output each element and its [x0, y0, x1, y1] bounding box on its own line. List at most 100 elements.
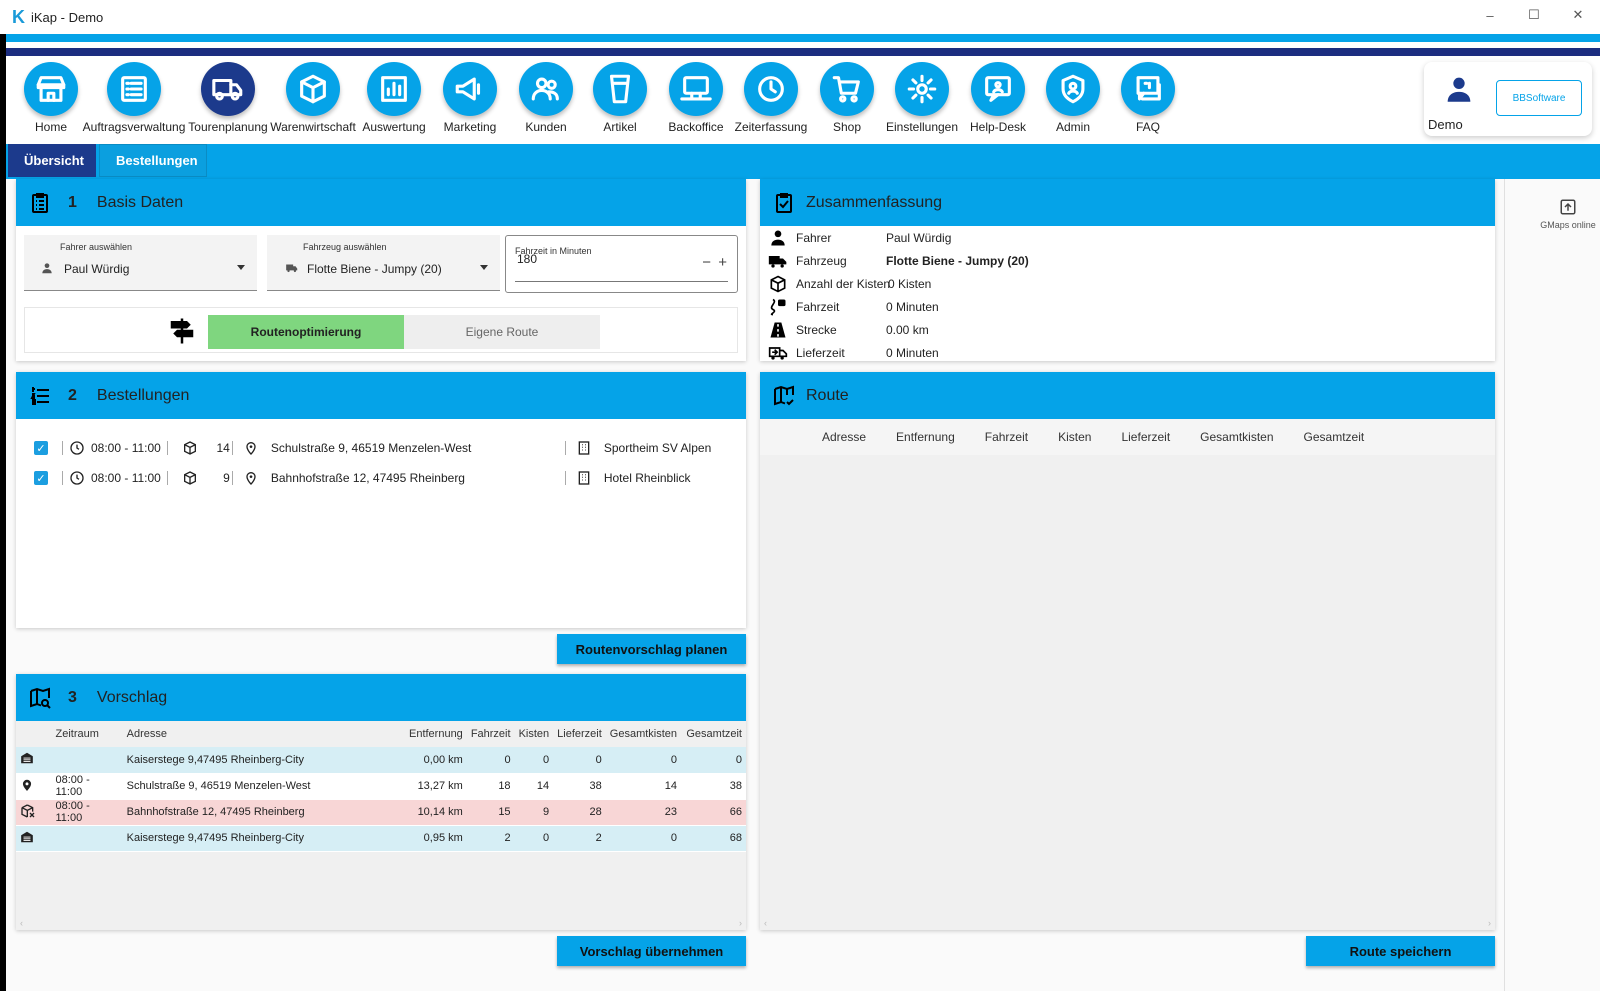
vehicle-select[interactable]: Fahrzeug auswählen Flotte Biene - Jumpy …: [267, 235, 500, 291]
eigene-route-button[interactable]: Eigene Route: [404, 315, 600, 349]
route-mode-toggle: Routenoptimierung Eigene Route: [24, 307, 738, 353]
toolbar-label: Einstellungen: [885, 120, 959, 134]
cell-entfernung: 0,95 km: [397, 825, 467, 852]
toolbar-home[interactable]: Home: [6, 62, 96, 134]
gmaps-label: GMaps online: [1540, 220, 1596, 230]
table-row[interactable]: Kaiserstege 9,47495 Rheinberg-City 0,95 …: [16, 825, 746, 852]
panel-title: Vorschlag: [96, 688, 168, 706]
cell-zeitraum: [51, 747, 123, 774]
minimize-button[interactable]: –: [1486, 7, 1494, 23]
table-header: Zeitraum Adresse Entfernung Fahrzeit Kis…: [16, 721, 746, 747]
route-icon: [770, 322, 786, 338]
col-zeitraum: Zeitraum: [55, 728, 99, 740]
col-gesamtzeit: Gesamtzeit: [686, 728, 742, 740]
cell-fahrzeit: 2: [466, 825, 515, 852]
panel-title: Bestellungen: [96, 386, 190, 404]
drive-time-input[interactable]: Fahrzeit in Minuten 180 − +: [505, 235, 738, 293]
summary-value: 0.00 km: [886, 323, 929, 337]
road-icon: [770, 298, 786, 316]
close-button[interactable]: ✕: [1572, 7, 1584, 22]
chevron-down-icon: [480, 265, 488, 270]
vorschlag-uebernehmen-button[interactable]: Vorschlag übernehmen: [557, 936, 746, 966]
divider: [564, 441, 566, 455]
pin-icon: [246, 472, 256, 485]
summary-row-fahrzeug: Fahrzeug Flotte Biene - Jumpy (20): [768, 250, 1029, 272]
order-row[interactable]: ✓ 08:00 - 11:00 9 Bahnhofstraße 12, 4749…: [34, 468, 734, 488]
col-gesamtkisten: Gesamtkisten: [609, 728, 678, 740]
toolbar-help-desk[interactable]: Help-Desk: [953, 62, 1043, 134]
routenoptimierung-button[interactable]: Routenoptimierung: [208, 315, 404, 349]
driver-select[interactable]: Fahrer auswählen Paul Würdig: [24, 235, 257, 291]
depot-icon: [16, 825, 52, 852]
cell-adresse: Kaiserstege 9,47495 Rheinberg-City: [122, 825, 398, 852]
box-x-icon: [16, 799, 52, 826]
col-lieferzeit: Lieferzeit: [557, 728, 602, 740]
col-gesamtzeit: Gesamtzeit: [1303, 430, 1365, 444]
user-name: Demo: [1428, 117, 1463, 132]
route-speichern-button[interactable]: Route speichern: [1306, 936, 1495, 966]
toolbar-zeiterfassung[interactable]: Zeiterfassung: [726, 62, 816, 134]
table-row[interactable]: Kaiserstege 9,47495 Rheinberg-City 0,00 …: [16, 747, 746, 774]
routenvorschlag-planen-button[interactable]: Routenvorschlag planen: [557, 634, 746, 664]
panel-number: 1: [68, 193, 77, 211]
cell-zeitraum: [51, 825, 123, 852]
depot-icon: [16, 747, 52, 774]
checkbox[interactable]: ✓: [34, 441, 48, 455]
toolbar-einstellungen[interactable]: Einstellungen: [877, 62, 967, 134]
cell-lieferzeit: 2: [553, 825, 606, 852]
toolbar-kunden[interactable]: Kunden: [501, 62, 591, 134]
panel-number: 2: [68, 386, 77, 404]
toolbar-auswertung[interactable]: Auswertung: [349, 62, 439, 134]
tab-uebersicht[interactable]: Übersicht: [8, 144, 96, 177]
checkbox[interactable]: ✓: [34, 471, 48, 485]
decrement-button[interactable]: −: [702, 254, 711, 271]
cell-lieferzeit: 38: [553, 773, 606, 800]
cell-gesamtkisten: 14: [605, 773, 682, 800]
main-toolbar: Home Auftragsverwaltung Tourenplanung Wa…: [6, 56, 1600, 144]
toolbar-shop[interactable]: Shop: [802, 62, 892, 134]
toolbar-label: Admin: [1055, 120, 1090, 134]
driver-select-label: Fahrer auswählen: [60, 242, 133, 252]
vehicle-select-label: Fahrzeug auswählen: [303, 242, 387, 252]
increment-button[interactable]: +: [718, 254, 727, 271]
cell-gesamtzeit: 68: [681, 825, 746, 852]
cell-adresse: Schulstraße 9, 46519 Menzelen-West: [122, 773, 398, 800]
table-row[interactable]: 08:00 - 11:00 Bahnhofstraße 12, 47495 Rh…: [16, 799, 746, 826]
summary-label: Fahrzeug: [796, 254, 847, 268]
toolbar-backoffice[interactable]: Backoffice: [651, 62, 741, 134]
scroll-right-arrow[interactable]: ›: [1488, 918, 1491, 928]
gmaps-online-button[interactable]: GMaps online: [1536, 198, 1600, 258]
cell-kisten: 0: [514, 747, 554, 774]
table-row[interactable]: 08:00 - 11:00 Schulstraße 9, 46519 Menze…: [16, 773, 746, 800]
clipboard-list-icon: [26, 189, 54, 217]
panel-title: Zusammenfassung: [806, 193, 943, 211]
cell-gesamtzeit: 38: [681, 773, 746, 800]
scroll-left-arrow[interactable]: ‹: [764, 918, 767, 928]
scroll-right-arrow[interactable]: ›: [739, 918, 742, 928]
clock-icon: [744, 62, 798, 116]
toolbar-artikel[interactable]: Artikel: [575, 62, 665, 134]
maximize-button[interactable]: ☐: [1528, 7, 1540, 22]
col-fahrzeit: Fahrzeit: [470, 728, 511, 740]
toolbar-admin[interactable]: Admin: [1028, 62, 1118, 134]
toolbar-tourenplanung[interactable]: Tourenplanung: [183, 62, 273, 134]
summary-value: Paul Würdig: [886, 231, 952, 245]
scroll-left-arrow[interactable]: ‹: [20, 918, 23, 928]
toolbar-label: Kunden: [525, 120, 567, 134]
tab-bestellungen[interactable]: Bestellungen: [99, 144, 207, 177]
summary-value: 0 Minuten: [886, 346, 939, 360]
cell-lieferzeit: 28: [553, 799, 606, 826]
title-bar: K iKap - Demo – ☐ ✕: [0, 0, 1600, 34]
user-card[interactable]: Demo BBSoftware: [1424, 62, 1592, 136]
toolbar-warenwirtschaft[interactable]: Warenwirtschaft: [268, 62, 358, 134]
cell-fahrzeit: 15: [466, 799, 515, 826]
toolbar-faq[interactable]: FAQ: [1103, 62, 1193, 134]
cell-entfernung: 0,00 km: [397, 747, 467, 774]
order-row[interactable]: ✓ 08:00 - 11:00 14 Schulstraße 9, 46519 …: [34, 438, 734, 458]
col-gesamtkisten: Gesamtkisten: [1200, 430, 1274, 444]
divider: [231, 441, 233, 455]
divider: [166, 441, 168, 455]
toolbar-marketing[interactable]: Marketing: [425, 62, 515, 134]
toolbar-auftragsverwaltung[interactable]: Auftragsverwaltung: [83, 62, 185, 134]
glass-icon: [593, 62, 647, 116]
